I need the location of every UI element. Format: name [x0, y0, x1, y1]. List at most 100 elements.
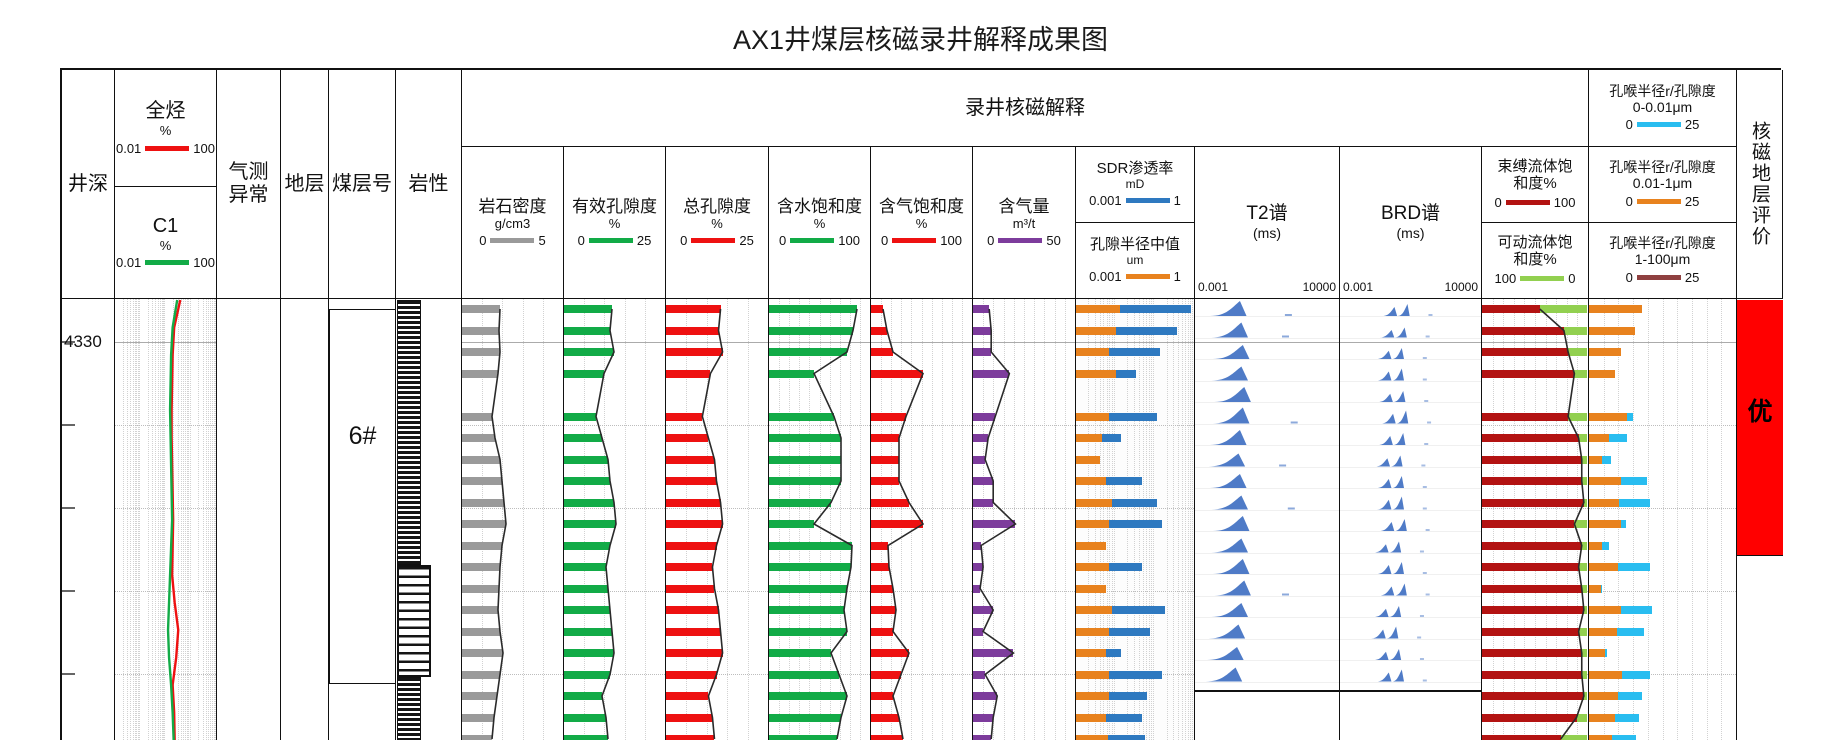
label: 10000 [1444, 280, 1478, 294]
movable-fluid-bar [1539, 305, 1587, 313]
gridline [462, 591, 563, 592]
gridline [901, 299, 903, 740]
sg-bar [871, 627, 893, 636]
median-radius-bar [1076, 305, 1121, 313]
sw-bar [769, 541, 852, 550]
gridline [1524, 299, 1526, 740]
sdr-perm-bar [1111, 498, 1157, 507]
sg-bar [871, 498, 909, 507]
bound-fluid-bar [1482, 713, 1577, 722]
gridline [115, 591, 216, 592]
track-sg [871, 299, 973, 740]
label: mD [1125, 177, 1145, 192]
evaluation-grade: 优 [1747, 398, 1773, 426]
gridline [789, 299, 791, 740]
gridline [666, 508, 768, 509]
scale-min: 0 [881, 233, 889, 249]
sdr-perm-bar [1109, 670, 1162, 679]
scale-max: 25 [636, 233, 652, 249]
depth-tick [62, 673, 75, 675]
scale-max: 100 [940, 233, 962, 249]
label: (ms) [1396, 225, 1425, 242]
label: 10000 [1302, 280, 1336, 294]
gridline [198, 299, 200, 740]
label: 孔隙半径中值 [1089, 235, 1180, 253]
t2-spectra [1205, 301, 1298, 682]
sg-bar [871, 692, 893, 700]
label: 全烃 [145, 100, 186, 123]
gridline [911, 299, 913, 740]
gridline [1340, 423, 1481, 425]
gridline [1545, 299, 1547, 740]
gridline [1099, 299, 1101, 740]
gridline [1482, 508, 1588, 509]
label: 岩石密度 [478, 196, 547, 216]
median-radius-bar [1076, 584, 1106, 593]
median-radius-bar [1076, 627, 1110, 636]
track-gas_content [973, 299, 1076, 740]
bound-fluid-bar [1482, 412, 1569, 421]
tip-curve [882, 308, 925, 740]
eff_por-bar [564, 541, 610, 550]
sdr-perm-bar [1102, 434, 1122, 442]
label: BRD谱 [1380, 203, 1441, 225]
scale-row: 0 25 [566, 233, 663, 248]
gridline [973, 508, 1075, 509]
gridline [542, 299, 544, 740]
gridline [1076, 342, 1194, 343]
gridline [134, 299, 136, 740]
pore-throat-0.01-1um-bar [1589, 434, 1610, 442]
movable-fluid-bar [1581, 541, 1587, 550]
gridline [1662, 299, 1664, 740]
movable-fluid-bar [1568, 412, 1587, 421]
pore-throat-0.01-1um-bar [1589, 477, 1622, 485]
gridline [1064, 299, 1066, 740]
gridline [1195, 574, 1339, 575]
pore-throat-0.01-1um-bar [1589, 348, 1622, 356]
sdr-perm-bar [1109, 563, 1142, 571]
gridline [1094, 299, 1096, 740]
sg-bar [871, 606, 896, 614]
eff_por-bar [564, 369, 604, 378]
density-bar [462, 713, 494, 722]
track-header-median-radius: 孔隙半径中值 um 0.001 1 [1076, 223, 1195, 299]
label: 0.01-1μm [1632, 175, 1693, 191]
sw-bar [769, 692, 847, 700]
gridline [604, 299, 606, 740]
pore-throat-0.01-1um-bar [1589, 369, 1616, 378]
label: T2谱 [1246, 203, 1288, 225]
eff_por-bar [564, 713, 606, 722]
gas_content-bar [973, 434, 989, 442]
tot_por-bar [666, 520, 723, 528]
density-bar [462, 498, 504, 507]
density-bar [462, 670, 500, 679]
sw-bar [769, 434, 841, 442]
tip-curve [979, 308, 1017, 740]
label: 束缚流体饱和度% [1497, 158, 1573, 192]
label: 井深 [68, 172, 108, 195]
axis-minmax: 0.001 10000 [1198, 280, 1336, 294]
pore-throat-0.01-1um-bar [1589, 670, 1622, 679]
label: 岩性 [408, 172, 449, 195]
gas_content-bar [973, 412, 996, 421]
gridline [1340, 337, 1481, 339]
brd-spectra [1371, 304, 1433, 682]
gridline [1195, 488, 1339, 489]
gridline [1195, 316, 1339, 317]
tip-curve [812, 308, 858, 740]
depth-tick [62, 507, 75, 509]
gridline [1113, 299, 1115, 740]
gridline [564, 674, 665, 675]
gridline [147, 299, 149, 740]
col-header-gas-anomaly: 气测 异常 [217, 70, 281, 299]
gridline [1566, 299, 1568, 740]
density-bar [462, 412, 492, 421]
gridline [213, 299, 215, 740]
scale-row: 100 0 [1484, 271, 1586, 286]
gridline [1166, 299, 1168, 740]
median-radius-bar [1076, 369, 1116, 378]
gridline [1013, 299, 1015, 740]
density-bar [462, 735, 492, 740]
gridline [1340, 359, 1481, 360]
group-header-nmr-interpretation: 录井核磁解释 [462, 70, 1589, 147]
